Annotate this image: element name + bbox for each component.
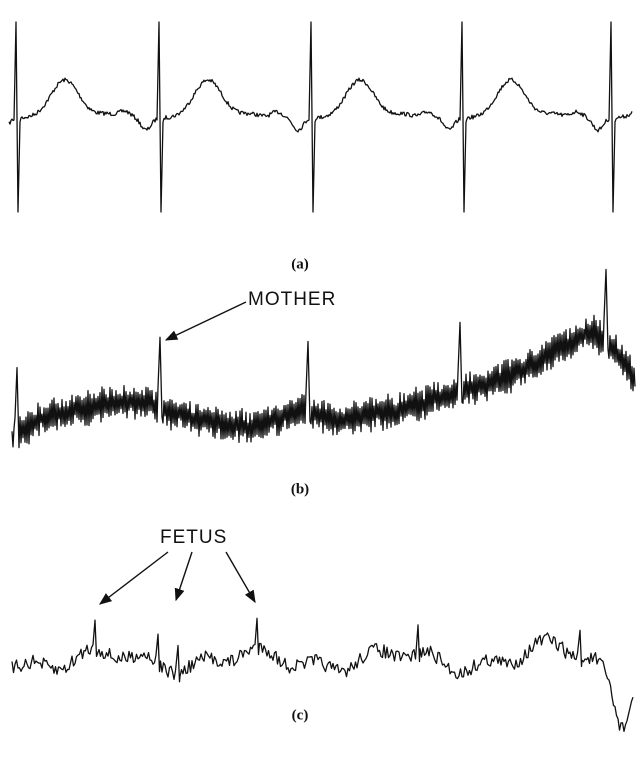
panel-label: (c)	[292, 707, 309, 723]
arrow	[98, 551, 169, 605]
ecg-trace	[8, 21, 633, 213]
arrow	[225, 551, 256, 604]
panel-label: (b)	[291, 481, 309, 497]
annotation: FETUS	[160, 527, 227, 548]
arrow	[174, 551, 193, 602]
ecg-trace	[11, 268, 636, 449]
arrow	[164, 301, 247, 341]
annotation: MOTHER	[248, 289, 336, 310]
ecg-trace	[11, 617, 634, 733]
traces	[8, 21, 636, 733]
panel-label: (a)	[291, 256, 309, 272]
